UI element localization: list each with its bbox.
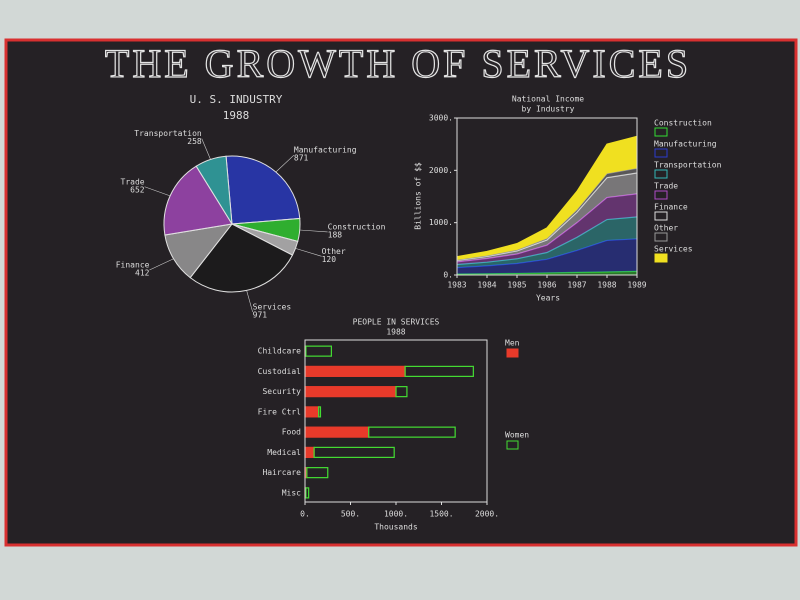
leader-line [246, 290, 253, 312]
chart-title: U. S. INDUSTRY [190, 93, 283, 106]
legend-swatch [506, 440, 519, 450]
legend-swatch [654, 232, 668, 242]
pie-slice [225, 155, 301, 225]
area-band [457, 136, 637, 260]
y-tick-label: 3000. [429, 114, 453, 123]
legend-swatch [654, 211, 668, 221]
legend-label: Services [654, 245, 693, 254]
area-edge [456, 135, 638, 258]
chart-title: PEOPLE IN SERVICES [353, 318, 440, 327]
slice-label: Transportation [134, 129, 202, 138]
chart-title: National Income [512, 95, 584, 104]
legend-swatch [654, 253, 668, 263]
chart-subtitle: by Industry [522, 105, 575, 114]
x-tick-label: 2000. [475, 510, 499, 519]
slice-value: 412 [135, 268, 150, 277]
y-tick-label: Medical [267, 448, 301, 457]
bar-segment [304, 365, 406, 377]
x-tick-label: 1000. [384, 510, 408, 519]
y-tick-label: Childcare [258, 347, 302, 356]
x-tick-label: 1983 [447, 281, 466, 290]
pie-slice [195, 155, 233, 225]
y-axis-label: Billions of $$ [414, 162, 423, 230]
legend-label: Transportation [654, 161, 722, 170]
slice-label: Trade [121, 177, 145, 186]
x-tick-label: 1987 [567, 281, 586, 290]
slice-label: Other [322, 247, 346, 256]
legend-label: Manufacturing [654, 140, 717, 149]
bar-segment [318, 406, 322, 418]
slice-value: 971 [253, 310, 268, 319]
slice-value: 188 [328, 230, 343, 239]
bar-segment [404, 365, 474, 377]
legend-label: Women [505, 431, 529, 440]
leader-line [144, 186, 171, 197]
area-band [457, 193, 637, 265]
x-tick-label: 1989 [627, 281, 646, 290]
legend-swatch [654, 148, 668, 158]
y-tick-label: Security [262, 387, 301, 396]
legend-swatch [506, 348, 519, 358]
legend-label: Men [505, 339, 520, 348]
y-tick-label: 2000. [429, 166, 453, 175]
slice-value: 120 [322, 255, 337, 264]
display [4, 38, 798, 547]
bar-segment [306, 467, 329, 479]
legend-swatch [654, 169, 668, 179]
x-tick-label: 1985 [507, 281, 526, 290]
slice-value: 871 [294, 154, 309, 163]
x-tick-label: 1986 [537, 281, 556, 290]
x-tick-label: 500. [341, 510, 360, 519]
y-tick-label: 0. [443, 271, 453, 280]
leader-line [295, 248, 322, 257]
leader-line [149, 258, 174, 271]
area-edge [456, 238, 638, 269]
chart-subtitle: 1988 [223, 109, 250, 122]
leader-line [201, 138, 211, 160]
leader-line [275, 154, 295, 173]
slice-value: 258 [187, 137, 202, 146]
y-tick-label: Misc [282, 488, 301, 497]
chart-subtitle: 1988 [386, 328, 405, 337]
x-axis-label: Thousands [374, 523, 418, 532]
y-tick-label: 1000. [429, 218, 453, 227]
bar-segment [313, 446, 395, 458]
legend-label: Other [654, 224, 678, 233]
area-edge [456, 216, 638, 266]
bar-segment [304, 406, 320, 418]
x-tick-label: 0. [300, 510, 310, 519]
slice-label: Finance [116, 260, 150, 269]
x-axis-label: Years [536, 294, 560, 303]
y-tick-label: Food [282, 428, 301, 437]
page-title: THE GROWTH OF SERVICES [105, 41, 691, 86]
slice-label: Services [253, 302, 292, 311]
legend-label: Trade [654, 182, 678, 191]
bar-segment [304, 386, 397, 398]
legend-label: Finance [654, 203, 688, 212]
legend-swatch [654, 127, 668, 137]
area-edge [456, 172, 638, 261]
legend-label: Construction [654, 119, 712, 128]
x-tick-label: 1500. [429, 510, 453, 519]
x-tick-label: 1984 [477, 281, 496, 290]
legend-swatch [654, 190, 668, 200]
bar-segment [305, 487, 310, 499]
leader-line [299, 229, 328, 233]
area-band [457, 216, 637, 268]
bar-segment [395, 386, 408, 398]
y-tick-label: Custodial [258, 367, 302, 376]
slice-label: Manufacturing [294, 146, 357, 155]
bar-segment [304, 446, 315, 458]
slice-value: 652 [130, 185, 145, 194]
slice-label: Construction [328, 222, 386, 231]
area-edge [456, 270, 638, 275]
bar-segment [305, 345, 332, 357]
bar-segment [304, 426, 370, 438]
area-edge [456, 193, 638, 263]
y-tick-label: Fire Ctrl [258, 407, 302, 416]
y-tick-label: Haircare [262, 468, 301, 477]
x-tick-label: 1988 [597, 281, 616, 290]
bar-segment [368, 426, 456, 438]
